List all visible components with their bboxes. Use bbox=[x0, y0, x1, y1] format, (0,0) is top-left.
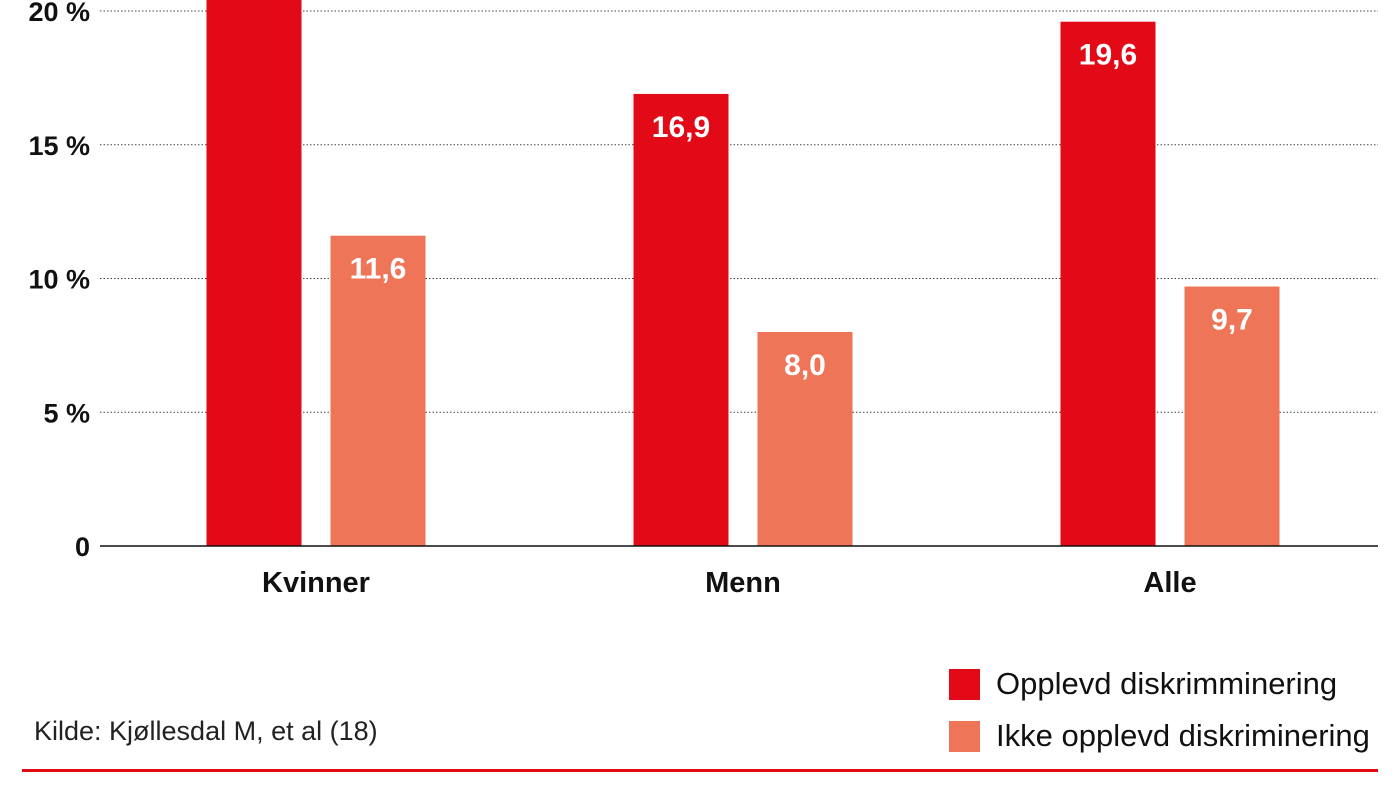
legend: Opplevd diskrimminering Ikke opplevd dis… bbox=[949, 658, 1370, 762]
legend-label-opplevd: Opplevd diskrimminering bbox=[996, 666, 1338, 701]
axes: 0 5 % 10 % 15 % 20 % Kvinner Menn Alle bbox=[28, 0, 1378, 599]
data-label-ikke-opplevd-kvinner: 11,6 bbox=[350, 253, 407, 286]
legend-item-ikke-opplevd: Ikke opplevd diskriminering bbox=[949, 710, 1370, 762]
legend-swatch-opplevd bbox=[949, 668, 980, 700]
gridlines bbox=[100, 10, 1378, 413]
bar-ikke-opplevd-menn bbox=[757, 332, 853, 546]
y-tick-label: 5 % bbox=[43, 398, 90, 428]
data-label-ikke-opplevd-alle: 9,7 bbox=[1211, 304, 1253, 337]
data-label-opplevd-alle: 19,6 bbox=[1079, 39, 1137, 72]
bar-opplevd-menn bbox=[633, 93, 729, 547]
y-tick-label: 20 % bbox=[28, 0, 90, 27]
data-label-ikke-opplevd-menn: 8,0 bbox=[784, 349, 826, 382]
y-tick-label: 10 % bbox=[28, 265, 90, 295]
x-tick-label-alle: Alle bbox=[1143, 567, 1196, 599]
bar-ikke-opplevd-alle bbox=[1184, 286, 1280, 546]
data-label-opplevd-menn: 16,9 bbox=[652, 111, 710, 144]
x-tick-label-kvinner: Kvinner bbox=[262, 567, 370, 599]
bar-chart: 11,6 16,9 8,0 19,6 9,7 0 5 % 10 % 15 % 20 % Kvinn… bbox=[28, 0, 1378, 599]
legend-label-ikke-opplevd: Ikke opplevd diskriminering bbox=[996, 718, 1370, 753]
bar-ikke-opplevd-kvinner bbox=[330, 235, 426, 546]
bar-opplevd-kvinner bbox=[206, 0, 302, 546]
bar-opplevd-alle bbox=[1060, 21, 1156, 546]
legend-item-opplevd: Opplevd diskrimminering bbox=[949, 658, 1370, 710]
legend-swatch-ikke-opplevd bbox=[949, 720, 980, 752]
bars: 11,6 16,9 8,0 19,6 9,7 bbox=[206, 0, 1280, 547]
source-note: Kilde: Kjøllesdal M, et al (18) bbox=[34, 716, 378, 746]
bottom-rule bbox=[22, 769, 1378, 772]
y-tick-label: 0 bbox=[75, 532, 90, 562]
x-tick-label-menn: Menn bbox=[705, 567, 781, 599]
y-tick-label: 15 % bbox=[28, 131, 90, 161]
